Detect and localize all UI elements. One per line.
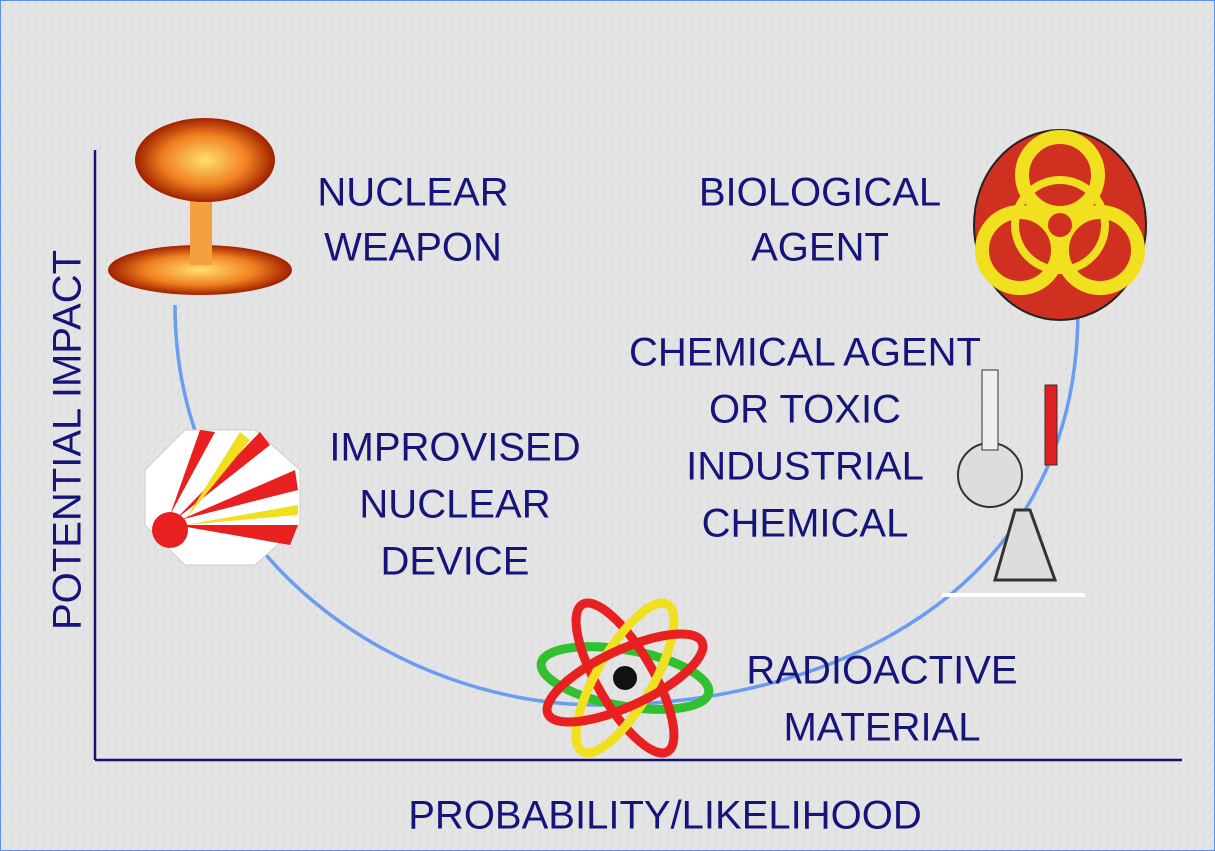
node-label: CHEMICAL <box>702 502 909 546</box>
explosion-icon <box>145 430 300 565</box>
y-axis-label: POTENTIAL IMPACT <box>46 250 90 630</box>
node-label: NUCLEAR <box>317 171 508 215</box>
node-label: NUCLEAR <box>359 483 550 527</box>
x-axis-label: PROBABILITY/LIKELIHOOD <box>408 794 922 838</box>
page: PROBABILITY/LIKELIHOOD POTENTIAL IMPACT NU… <box>0 0 1215 851</box>
node-label: OR TOXIC <box>709 388 901 432</box>
node-label: IMPROVISED <box>329 426 580 470</box>
node-label: DEVICE <box>381 540 530 584</box>
node-label: AGENT <box>751 226 889 270</box>
node-label: BIOLOGICAL <box>699 171 941 215</box>
diagram: PROBABILITY/LIKELIHOOD POTENTIAL IMPACT NU… <box>0 0 1215 851</box>
node-label: MATERIAL <box>783 706 980 750</box>
node-label: RADIOACTIVE <box>746 649 1017 693</box>
node-label: CHEMICAL AGENT <box>629 331 981 375</box>
node-label: INDUSTRIAL <box>686 445 924 489</box>
node-label: WEAPON <box>324 226 502 270</box>
biohazard-icon <box>974 130 1146 320</box>
